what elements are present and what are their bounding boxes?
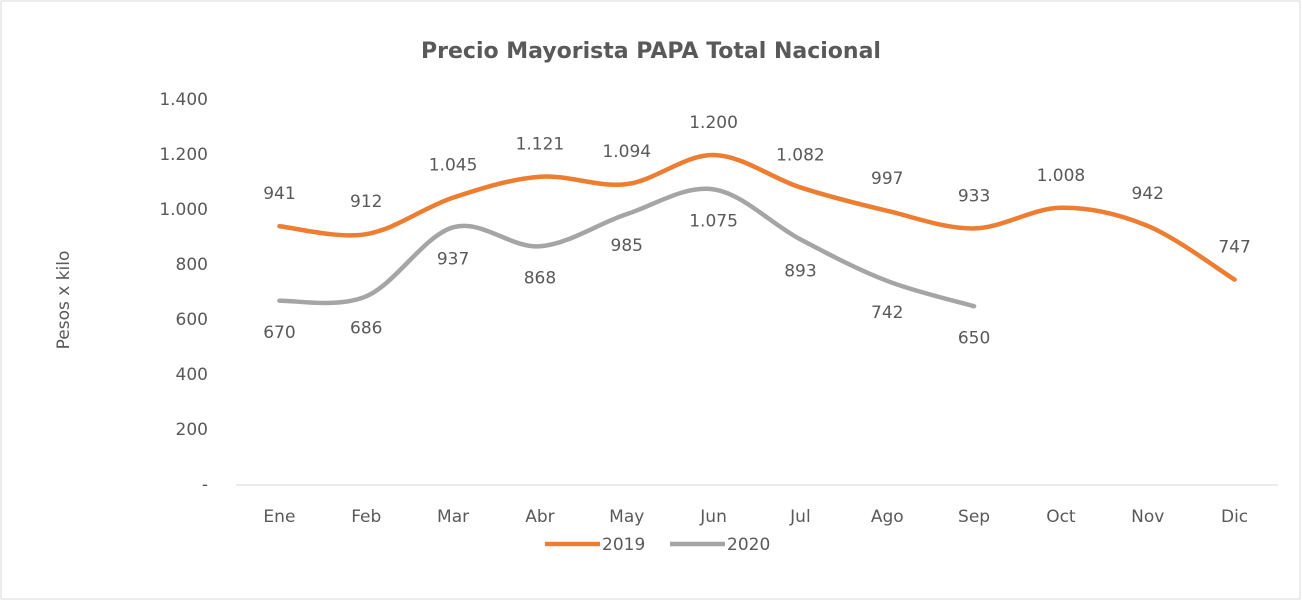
- y-tick-label: 200: [176, 420, 208, 440]
- data-label: 941: [263, 184, 295, 204]
- data-label: 742: [871, 303, 903, 323]
- y-axis-title: Pesos x kilo: [54, 251, 74, 350]
- x-tick-label: Ene: [263, 507, 295, 527]
- x-tick-label: Ago: [871, 507, 904, 527]
- data-label: 1.094: [602, 142, 651, 162]
- x-tick-label: Sep: [958, 507, 990, 527]
- x-tick-label: Abr: [525, 507, 554, 527]
- data-label: 912: [350, 192, 382, 212]
- y-tick-label: -: [202, 475, 208, 495]
- x-tick-label: Oct: [1046, 507, 1076, 527]
- x-tick-label: Dic: [1221, 507, 1248, 527]
- data-label: 670: [263, 323, 295, 343]
- data-label: 893: [784, 261, 816, 281]
- data-label: 933: [958, 186, 990, 206]
- data-label: 1.045: [429, 156, 478, 176]
- y-tick-label: 800: [176, 255, 208, 275]
- data-label: 997: [871, 169, 903, 189]
- data-label: 1.075: [689, 211, 738, 231]
- y-tick-label: 600: [176, 310, 208, 330]
- data-label: 1.200: [689, 113, 738, 133]
- data-label: 650: [958, 328, 990, 348]
- data-label: 1.008: [1037, 166, 1086, 186]
- data-label: 942: [1132, 184, 1164, 204]
- chart-title: Precio Mayorista PAPA Total Nacional: [421, 39, 881, 64]
- x-tick-label: Jun: [699, 507, 727, 527]
- data-label: 1.121: [516, 135, 565, 155]
- data-label: 1.082: [776, 145, 825, 165]
- x-tick-label: Feb: [351, 507, 381, 527]
- data-label: 747: [1218, 238, 1250, 258]
- x-tick-label: Jul: [789, 507, 811, 527]
- series-line: [277, 186, 977, 309]
- y-tick-label: 1.000: [159, 200, 208, 220]
- data-label: 985: [611, 236, 643, 256]
- data-label: 868: [524, 268, 556, 288]
- x-tick-label: Nov: [1131, 507, 1164, 527]
- x-tick-label: May: [609, 507, 644, 527]
- legend-label: 2020: [727, 535, 770, 555]
- x-tick-label: Mar: [437, 507, 469, 527]
- data-label: 937: [437, 249, 469, 269]
- series-line: [277, 152, 1237, 282]
- y-tick-label: 1.200: [159, 145, 208, 165]
- y-tick-label: 1.400: [159, 90, 208, 110]
- legend-label: 2019: [602, 535, 645, 555]
- y-tick-label: 400: [176, 365, 208, 385]
- data-label: 686: [350, 318, 382, 338]
